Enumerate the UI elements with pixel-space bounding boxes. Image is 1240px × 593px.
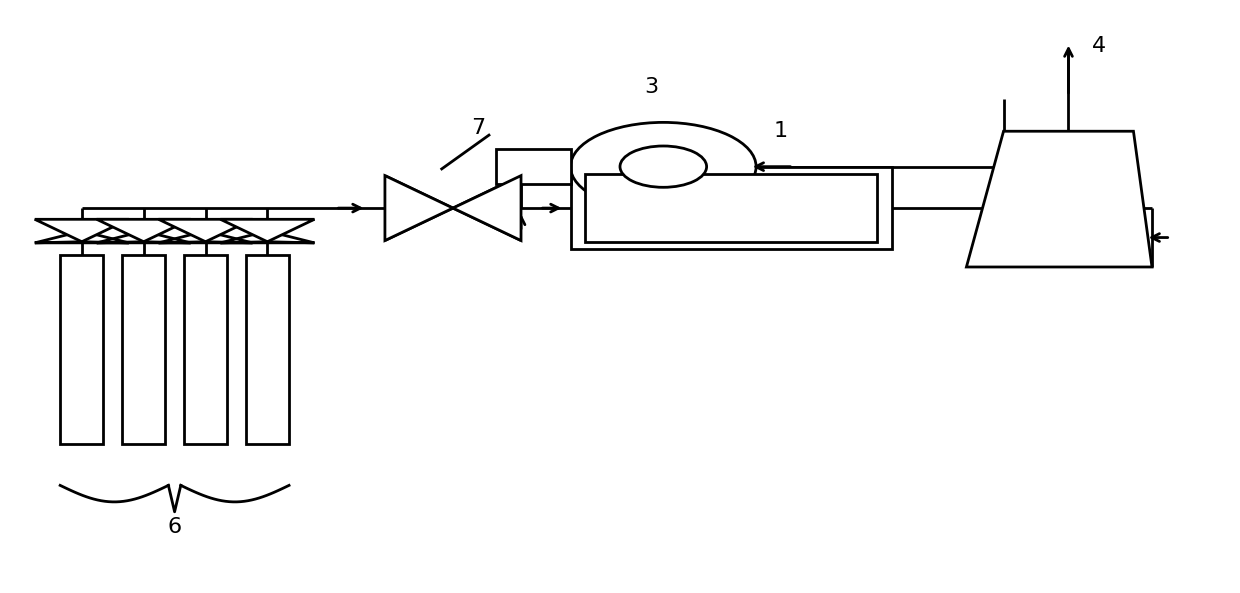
- Bar: [496, 149, 570, 184]
- Polygon shape: [221, 219, 315, 242]
- Polygon shape: [966, 131, 1152, 267]
- Polygon shape: [35, 242, 129, 243]
- Polygon shape: [221, 242, 315, 243]
- Polygon shape: [159, 242, 253, 243]
- Polygon shape: [35, 219, 129, 242]
- Circle shape: [570, 122, 756, 211]
- Bar: [61, 255, 103, 444]
- Polygon shape: [384, 176, 453, 241]
- Text: 1: 1: [774, 122, 787, 141]
- Polygon shape: [159, 219, 253, 242]
- Bar: [246, 255, 289, 444]
- Text: 6: 6: [167, 517, 182, 537]
- Polygon shape: [453, 176, 521, 241]
- Bar: [184, 255, 227, 444]
- Circle shape: [620, 146, 707, 187]
- Text: 3: 3: [644, 77, 658, 97]
- Text: 7: 7: [471, 119, 485, 138]
- Polygon shape: [97, 219, 191, 242]
- Text: 4: 4: [1092, 36, 1106, 56]
- Bar: [122, 255, 165, 444]
- Polygon shape: [97, 242, 191, 243]
- Bar: [570, 167, 893, 250]
- Bar: [585, 174, 878, 243]
